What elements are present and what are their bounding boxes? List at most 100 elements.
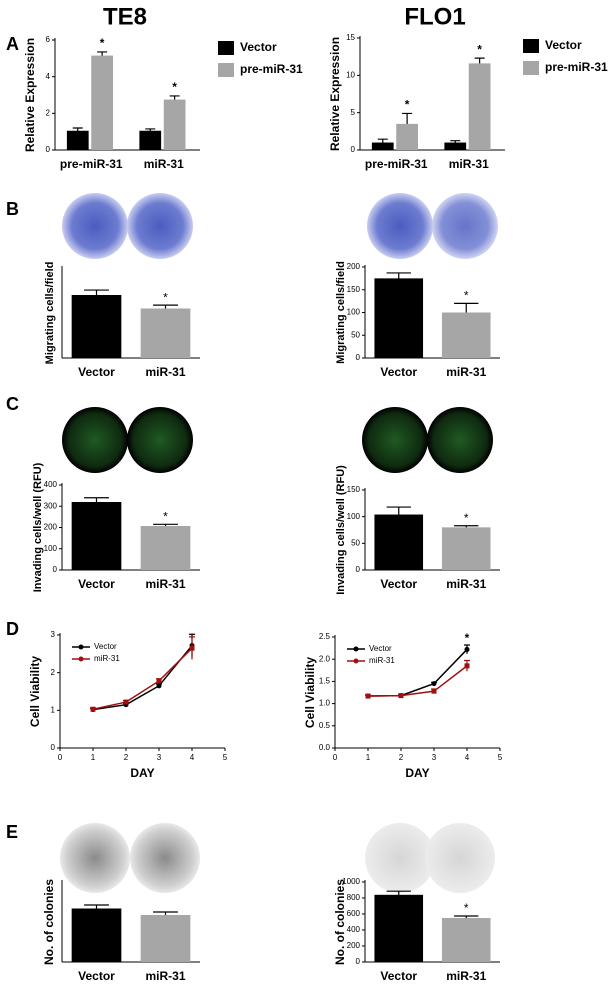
x-axis-label: DAY <box>405 766 429 780</box>
legend-label: Vector <box>545 38 582 52</box>
y-tick-label: 400 <box>44 480 58 489</box>
marker <box>431 688 437 694</box>
bar <box>371 142 394 150</box>
panel-letter: D <box>6 619 19 639</box>
significance: * <box>464 901 469 915</box>
bar <box>140 526 191 570</box>
y-axis-label: Cell Viability <box>303 657 317 728</box>
marker <box>431 681 437 687</box>
y-axis-label: Invading cells/well (RFU) <box>32 462 44 592</box>
y-tick-label: 0.0 <box>319 743 331 752</box>
legend-label: Vector <box>94 642 117 651</box>
x-tick-label: 1 <box>366 753 371 762</box>
y-tick-label: 0 <box>356 565 361 574</box>
y-tick-label: 1.5 <box>319 677 331 686</box>
legend-marker <box>78 644 84 650</box>
bar <box>441 527 491 570</box>
legend-label: miR-31 <box>94 654 120 663</box>
x-tick-label: 4 <box>465 753 470 762</box>
y-tick-label: 15 <box>346 33 355 42</box>
significance: * <box>464 289 469 303</box>
y-tick-label: 100 <box>347 308 361 317</box>
significance: * <box>465 631 470 645</box>
legend-swatch <box>523 39 539 53</box>
x-tick-label: 4 <box>190 753 195 762</box>
y-tick-label: 2.5 <box>319 632 331 641</box>
line <box>92 647 193 710</box>
y-tick-label: 0 <box>53 565 58 574</box>
bar <box>441 312 491 358</box>
column-title: TE8 <box>103 3 147 30</box>
x-tick-label: miR-31 <box>449 157 489 171</box>
marker <box>398 693 404 699</box>
bar <box>71 908 122 962</box>
y-tick-label: 600 <box>347 909 361 918</box>
panel-letter: E <box>6 822 18 842</box>
y-axis-label: Cell Viability <box>28 656 42 727</box>
bar <box>140 915 191 962</box>
marker <box>90 706 96 712</box>
y-tick-label: 1.0 <box>319 699 331 708</box>
x-tick-label: miR-31 <box>145 365 185 379</box>
x-tick-label: miR-31 <box>145 577 185 591</box>
panel-letter: C <box>6 394 19 414</box>
legend-label: Vector <box>240 40 277 54</box>
x-tick-label: Vector <box>78 969 115 983</box>
x-tick-label: miR-31 <box>446 969 486 983</box>
y-axis-label: No. of colonies <box>333 879 347 965</box>
y-tick-label: 100 <box>44 544 58 553</box>
x-tick-label: 2 <box>399 753 404 762</box>
x-tick-label: 1 <box>91 753 96 762</box>
bar <box>91 55 113 151</box>
significance: * <box>172 80 177 94</box>
x-tick-label: Vector <box>78 577 115 591</box>
bar <box>140 308 191 358</box>
x-tick-label: miR-31 <box>145 969 185 983</box>
x-tick-label: miR-31 <box>144 157 184 171</box>
y-tick-label: 100 <box>347 512 361 521</box>
marker <box>123 699 129 705</box>
significance: * <box>163 290 168 304</box>
marker <box>464 646 470 652</box>
line <box>367 665 468 697</box>
y-tick-label: 3 <box>51 630 56 639</box>
legend-swatch <box>218 41 234 55</box>
bar <box>163 99 186 150</box>
legend-label: pre-miR-31 <box>240 62 303 76</box>
bar <box>66 130 89 150</box>
x-tick-label: Vector <box>380 365 417 379</box>
micrographs <box>60 193 498 893</box>
y-tick-label: 300 <box>44 501 58 510</box>
y-tick-label: 200 <box>44 523 58 532</box>
bar <box>374 278 424 358</box>
y-tick-label: 0 <box>46 145 51 154</box>
marker <box>156 678 162 684</box>
x-tick-label: miR-31 <box>446 365 486 379</box>
y-tick-label: 50 <box>351 538 360 547</box>
panel-letter: A <box>6 34 19 54</box>
marker <box>464 663 470 669</box>
legend-swatch <box>218 63 234 77</box>
significance: * <box>100 36 105 50</box>
y-tick-label: 0 <box>351 145 356 154</box>
bar <box>374 514 424 570</box>
y-tick-label: 0 <box>356 957 361 966</box>
y-tick-label: 800 <box>347 893 361 902</box>
y-tick-label: 6 <box>46 35 51 44</box>
legend-marker <box>353 658 359 664</box>
significance: * <box>464 511 469 525</box>
line <box>92 645 193 711</box>
x-tick-label: pre-miR-31 <box>365 157 428 171</box>
panel-letter: B <box>6 199 19 219</box>
x-tick-label: Vector <box>380 969 417 983</box>
y-tick-label: 0 <box>51 743 56 752</box>
y-tick-label: 5 <box>351 108 356 117</box>
legend-marker <box>353 646 359 652</box>
significance: * <box>477 42 482 56</box>
significance: * <box>163 509 168 523</box>
y-tick-label: 200 <box>347 262 361 271</box>
bar <box>71 502 122 570</box>
legend-label: miR-31 <box>369 656 395 665</box>
significance: * <box>405 98 410 112</box>
y-tick-label: 10 <box>346 70 355 79</box>
